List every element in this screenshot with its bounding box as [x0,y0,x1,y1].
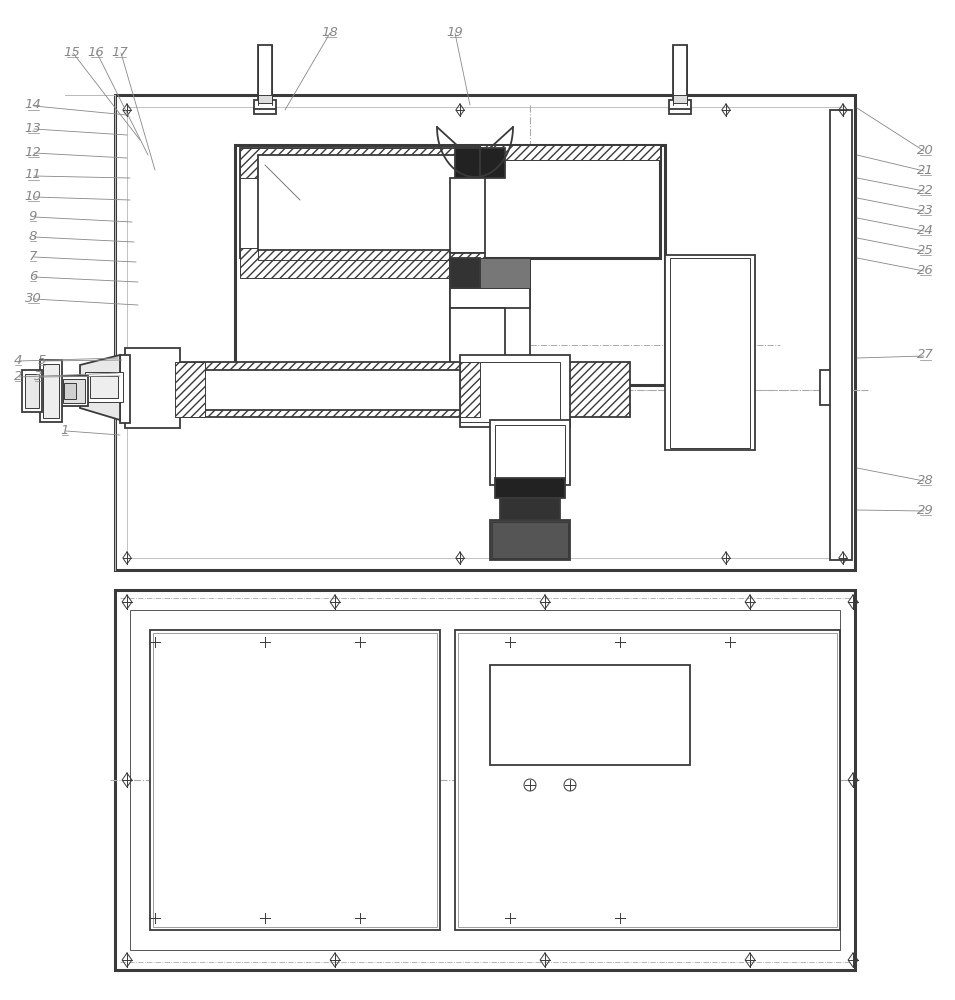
Text: 8: 8 [29,230,37,242]
Bar [460,362,560,422]
Bar [673,95,687,103]
Text: 2: 2 [13,369,22,382]
Text: 24: 24 [917,224,933,236]
Bar [40,360,62,422]
Text: 16: 16 [88,45,104,58]
Bar [480,148,505,178]
Bar [670,258,750,448]
Bar [450,178,485,253]
Bar [258,95,272,103]
Bar [130,610,840,950]
Bar [85,372,123,402]
Text: 13: 13 [25,121,41,134]
Bar [495,425,565,480]
Bar [450,258,530,368]
Bar [195,370,460,410]
Polygon shape [80,355,120,420]
Bar [235,145,665,385]
Text: 7: 7 [29,249,37,262]
Bar [240,148,480,178]
Bar [455,148,485,178]
Text: 6: 6 [29,269,37,282]
Bar [480,148,660,258]
Text: 21: 21 [917,163,933,176]
Bar [490,520,570,560]
Text: 29: 29 [917,504,933,516]
Bar [258,45,272,105]
Bar [500,498,560,523]
Text: 4: 4 [13,354,22,366]
Text: 15: 15 [64,45,80,58]
Text: 14: 14 [25,99,41,111]
Bar [60,376,88,406]
Text: 25: 25 [917,243,933,256]
Text: 9: 9 [29,210,37,223]
Bar [480,145,660,160]
Bar [90,376,118,398]
Bar [492,522,568,558]
Bar [460,355,570,427]
Text: 27: 27 [917,349,933,361]
Bar [22,370,42,412]
Text: 22: 22 [917,184,933,196]
Text: 1: 1 [61,424,69,436]
Bar [450,308,505,368]
Bar [150,630,440,930]
Text: 10: 10 [25,190,41,202]
Text: 5: 5 [38,354,46,366]
Bar [820,370,840,405]
Bar [120,355,130,423]
Bar [480,258,530,288]
Bar [450,258,480,288]
Text: 20: 20 [917,143,933,156]
Bar [450,288,530,308]
Bar [669,100,691,114]
Bar [63,379,85,403]
Bar [455,630,840,930]
Text: 11: 11 [25,168,41,182]
Text: 12: 12 [25,145,41,158]
Bar [115,590,855,970]
Text: 28: 28 [917,474,933,487]
Bar [254,100,276,114]
Bar [665,255,755,450]
Bar [490,665,690,765]
Text: 23: 23 [917,204,933,217]
Bar [127,107,843,558]
Text: 19: 19 [447,25,463,38]
Bar [240,248,480,278]
Bar [153,633,437,927]
Text: 26: 26 [917,263,933,276]
Bar [830,110,852,560]
Text: 3: 3 [33,369,42,382]
Bar [125,348,180,428]
Bar [175,362,630,417]
Bar [458,633,837,927]
Bar [490,420,570,485]
Text: 30: 30 [25,292,41,304]
Bar [495,478,565,498]
Text: 17: 17 [112,45,128,58]
Bar [240,148,480,258]
Bar [43,364,59,418]
Bar [258,155,463,250]
Bar [258,245,463,260]
Bar [115,95,855,570]
Text: 18: 18 [322,25,338,38]
Bar [460,362,480,417]
Bar [450,253,485,283]
Bar [64,383,76,399]
Bar [673,45,687,105]
Bar [175,362,205,417]
Bar [25,374,39,408]
